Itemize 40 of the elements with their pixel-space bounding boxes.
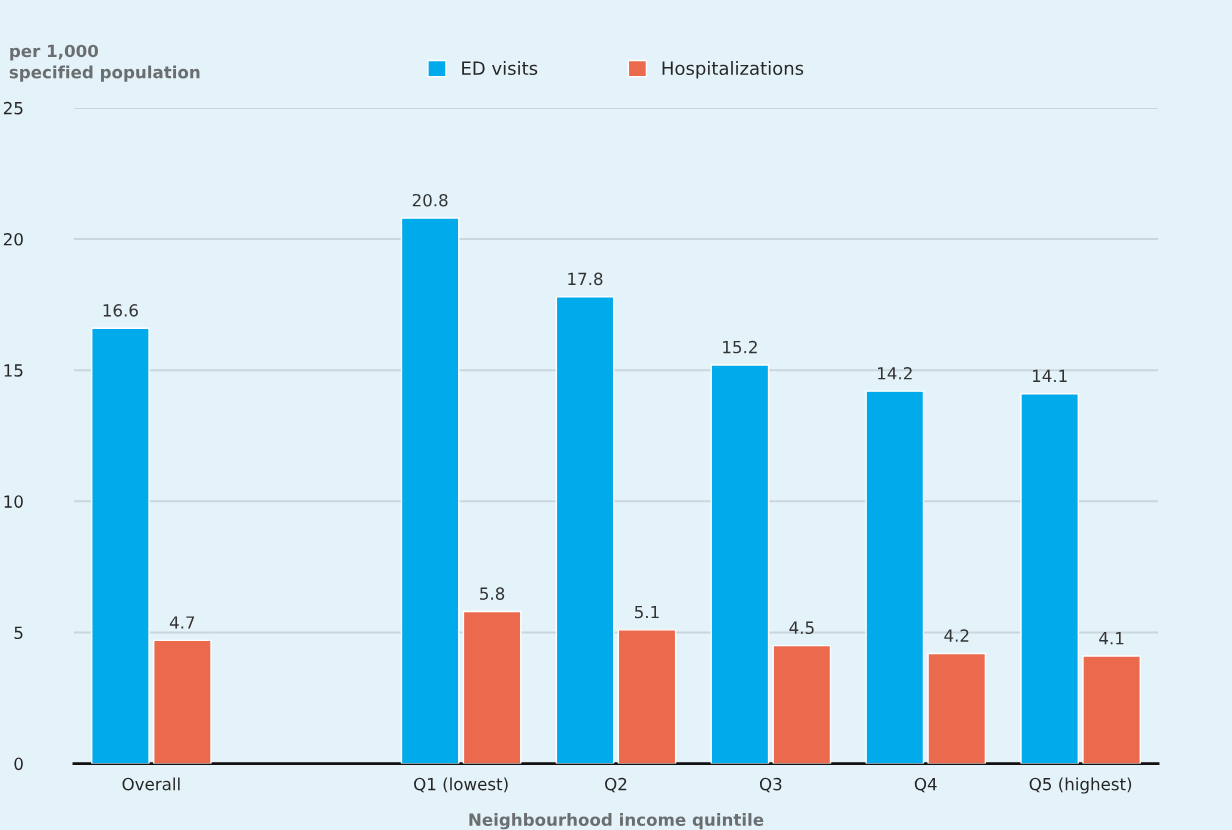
data-label: 4.2 [944,629,969,642]
bar [1082,655,1141,764]
y-tick-label: 25 [3,101,23,115]
bar [710,364,770,764]
x-axis-title: Neighbourhood income quintile [469,813,764,830]
data-label: 15.2 [723,340,757,354]
bar [462,610,522,764]
y-tick-label: 20 [3,233,23,246]
y-tick-label: 15 [4,364,23,377]
data-label: 4.7 [169,616,195,629]
bar [772,644,832,764]
y-tick-label: 5 [14,626,23,640]
bar [865,390,925,764]
bar [400,217,460,764]
y-axis-title: per 1,000 specified population [9,44,200,82]
data-label: 16.6 [103,304,138,317]
y-tick-label: 0 [14,757,23,771]
bar [617,629,677,764]
legend-label: ED visits [462,61,538,76]
y-tick-label: 10 [4,495,23,508]
x-tick-label: Overall [122,777,180,791]
data-label: 14.2 [878,366,912,380]
data-label: 20.8 [412,193,448,207]
data-label: 4.1 [1099,632,1124,645]
bar [927,652,987,764]
data-label: 17.8 [568,272,603,286]
x-tick-label: Q2 [605,777,627,793]
bar [1020,393,1080,764]
bar [555,296,615,764]
x-tick-label: Q1 (lowest) [414,777,508,793]
data-label: 5.8 [480,587,505,600]
bar [152,639,212,764]
x-tick-label: Q4 [914,777,937,793]
x-tick-label: Q5 (highest) [1029,777,1132,794]
bar [91,327,150,764]
data-label: 4.5 [789,621,814,635]
x-tick-label: Q3 [759,777,782,793]
legend-label: Hospitalizations [662,61,804,79]
data-label: 14.1 [1032,369,1067,382]
data-label: 5.1 [635,605,659,619]
